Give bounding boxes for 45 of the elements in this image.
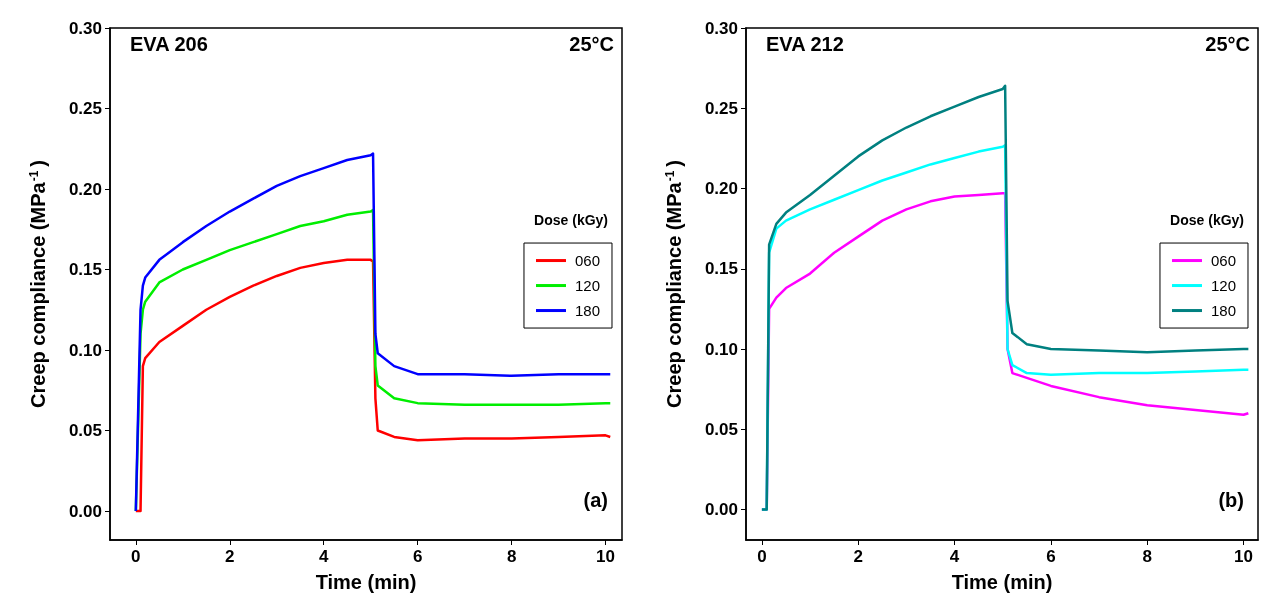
y-tick-label: 0.05 <box>704 419 738 439</box>
y-tick-label: 0.10 <box>704 339 738 359</box>
legend-label: 120 <box>574 277 600 295</box>
y-axis-title: Creep compliance (MPa-1) <box>27 160 49 408</box>
legend-label: 180 <box>574 302 600 320</box>
y-tick-label: 0.20 <box>704 179 738 198</box>
x-tick-label: 6 <box>1046 547 1056 566</box>
y-tick-label: 0.05 <box>68 421 102 441</box>
x-tick-label: 8 <box>1142 547 1152 566</box>
annotation: 25°C <box>569 33 614 55</box>
y-tick-label: 0.00 <box>704 500 738 519</box>
y-tick-label: 0.10 <box>68 340 102 360</box>
y-axis-title: Creep compliance (MPa-1) <box>663 160 685 408</box>
y-tick-label: 0.30 <box>68 18 102 38</box>
x-tick-label: 10 <box>596 547 616 566</box>
x-tick-label: 4 <box>949 547 960 566</box>
x-tick-label: 10 <box>1234 547 1254 566</box>
annotation: 25°C <box>1205 33 1250 55</box>
y-tick-label: 0.20 <box>68 179 102 199</box>
x-tick-label: 0 <box>757 547 767 566</box>
annotation: (a) <box>583 489 609 511</box>
x-tick-label: 0 <box>131 547 141 566</box>
x-tick-label: 2 <box>853 547 863 566</box>
y-tick-label: 0.25 <box>68 99 102 118</box>
legend-label: 120 <box>1210 277 1236 295</box>
legend-title: Dose (kGy) <box>534 212 609 229</box>
legend-label: 060 <box>1210 252 1236 270</box>
x-axis-title: Time (min) <box>315 571 417 593</box>
y-tick-label: 0.15 <box>68 260 102 280</box>
annotation: (b) <box>1218 489 1245 511</box>
y-tick-label: 0.30 <box>704 18 738 38</box>
annotation: EVA 212 <box>766 33 844 55</box>
line-series <box>134 152 612 513</box>
y-tick-label: 0.00 <box>68 501 102 521</box>
legend-label: 060 <box>574 252 600 270</box>
annotation: EVA 206 <box>130 33 208 55</box>
legend-title: Dose (kGy) <box>1170 212 1245 229</box>
x-tick-label: 4 <box>318 547 329 566</box>
x-tick-label: 8 <box>506 547 517 566</box>
x-axis-title: Time (min) <box>951 571 1053 593</box>
y-tick-label: 0.15 <box>704 259 738 279</box>
y-tick-label: 0.25 <box>704 98 738 118</box>
x-tick-label: 6 <box>412 547 423 566</box>
x-tick-label: 2 <box>225 547 235 566</box>
legend-label: 180 <box>1210 302 1236 320</box>
